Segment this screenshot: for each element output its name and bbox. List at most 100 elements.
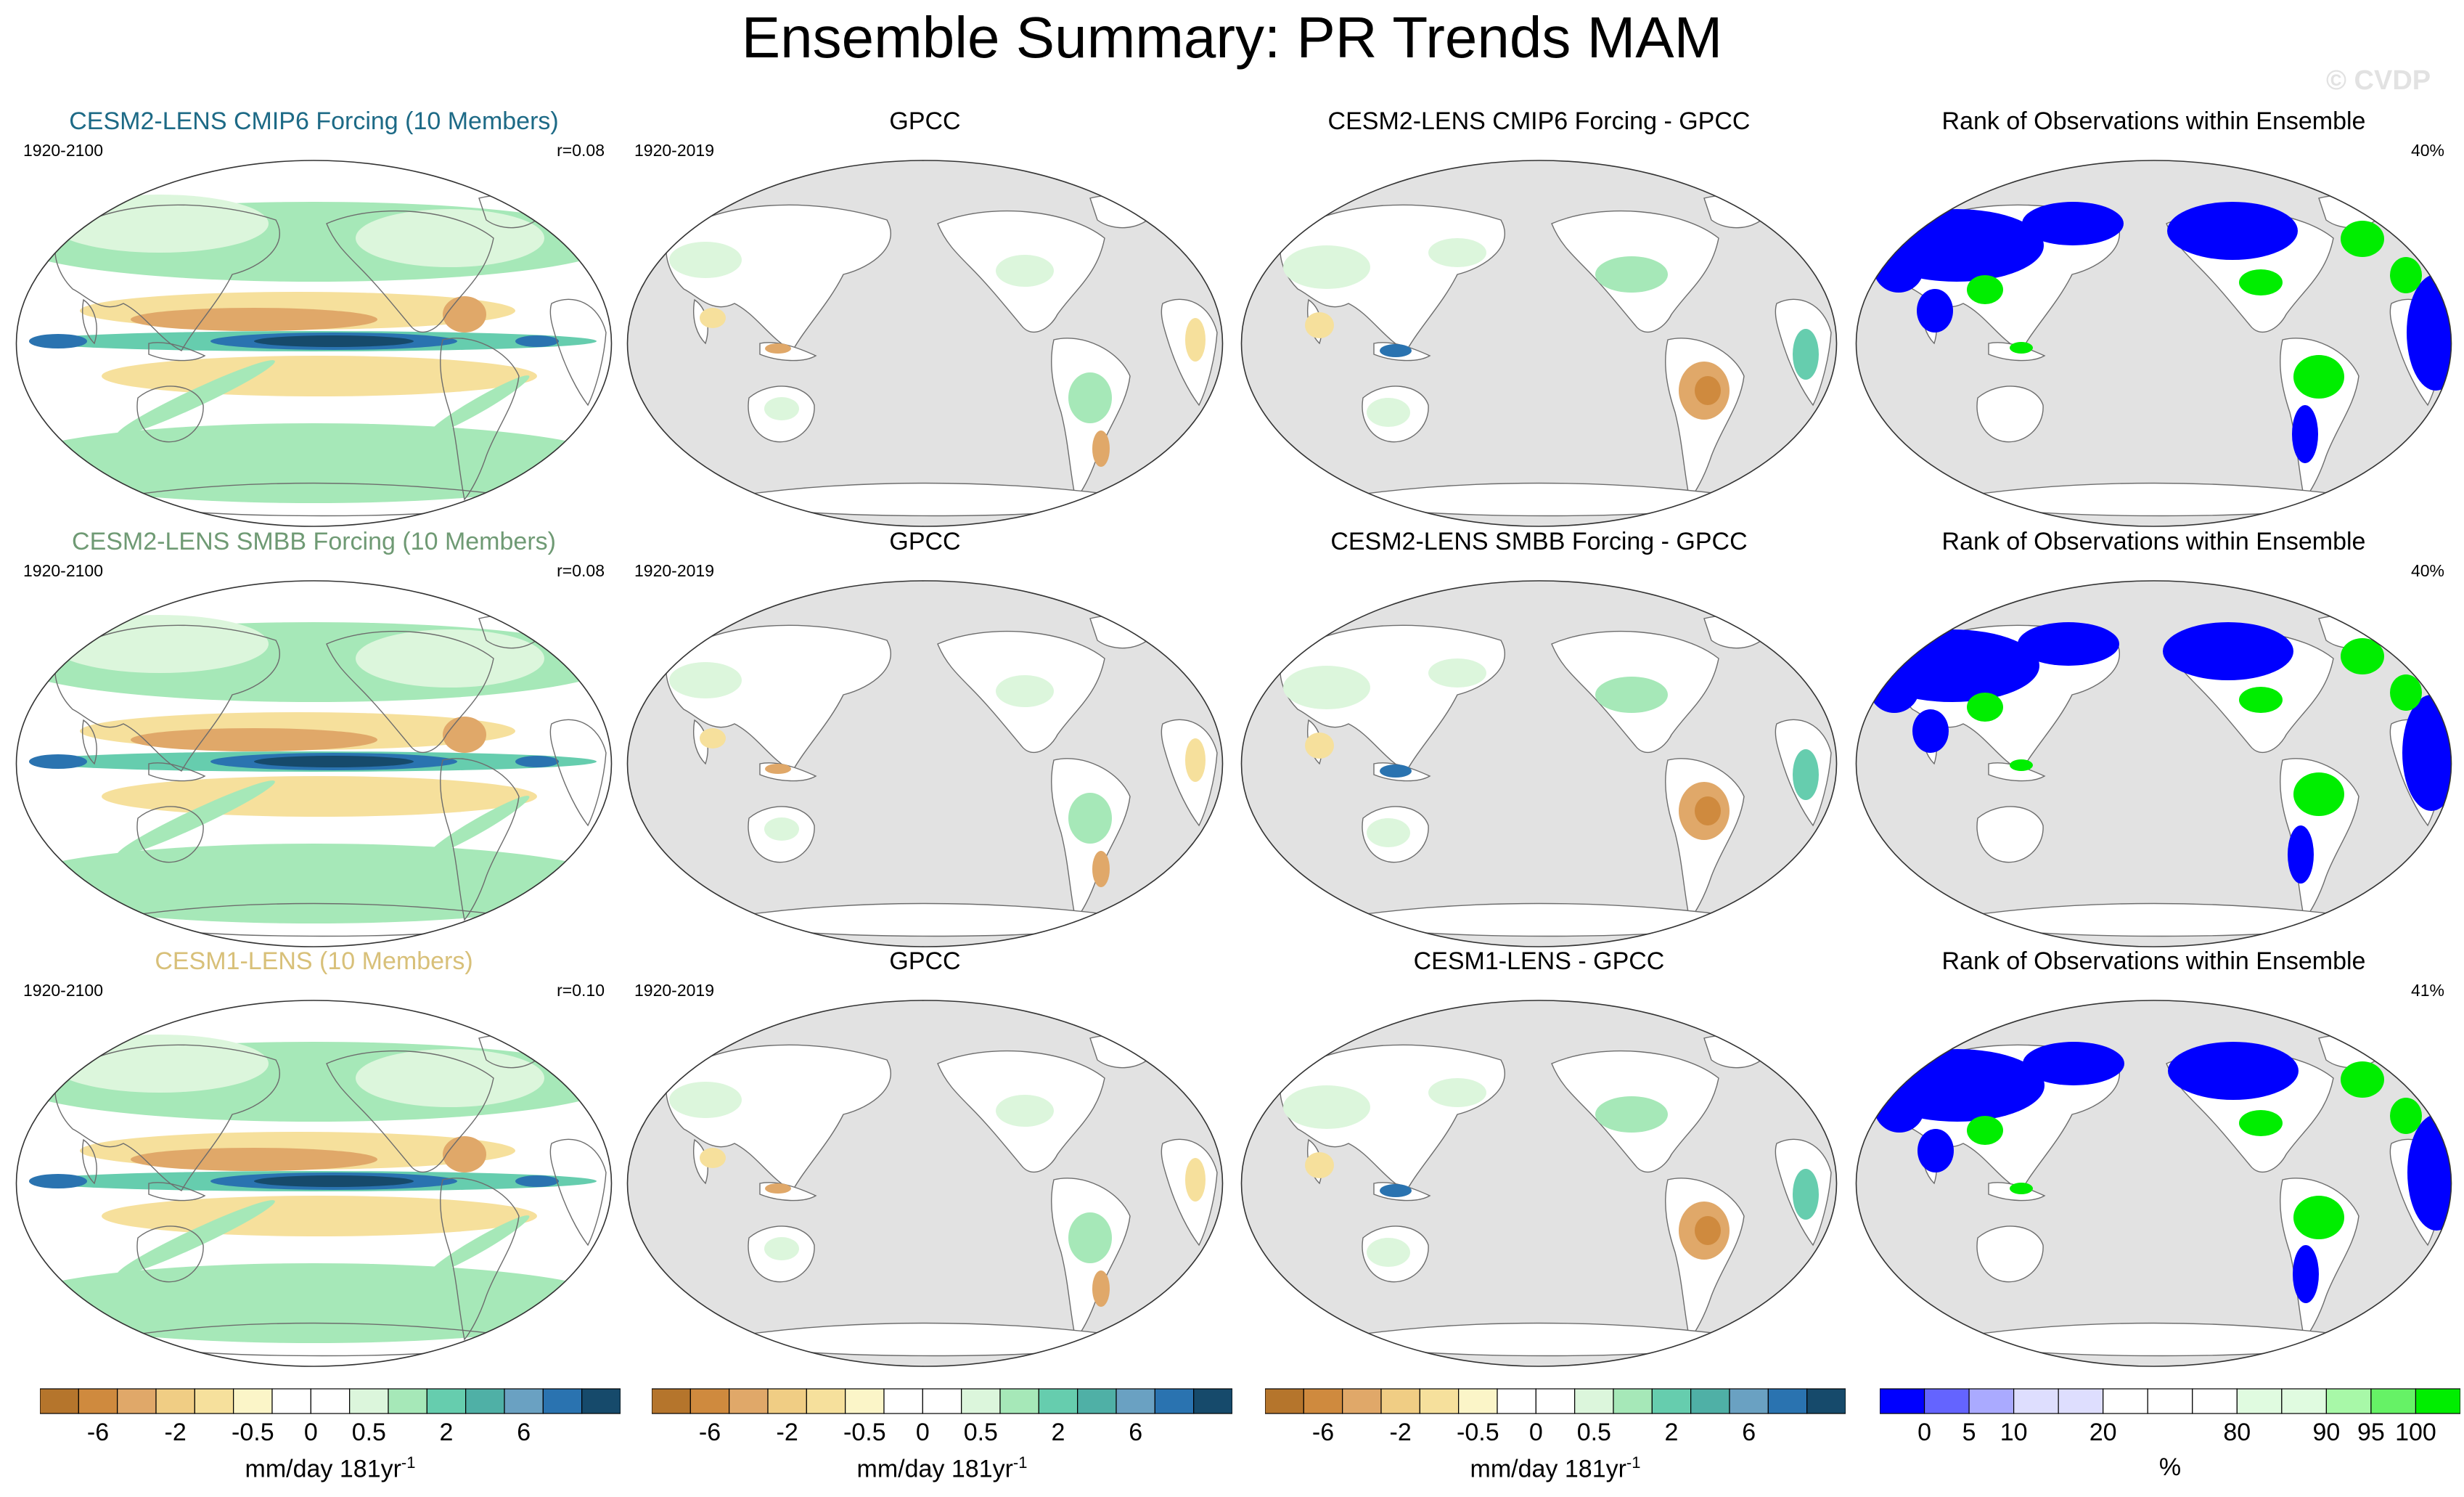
india-dry-signal xyxy=(700,728,726,748)
north-atlantic-wet xyxy=(356,209,544,267)
maritime-continent xyxy=(1988,762,2046,782)
colorbar-tick-label: 20 xyxy=(2089,1419,2117,1446)
pattern-correlation: r=0.08 xyxy=(557,141,605,160)
map-border xyxy=(1240,1000,1838,1367)
north-pacific-wet xyxy=(51,615,269,673)
north-atlantic-wet xyxy=(356,629,544,688)
colorbar-swatch xyxy=(2281,1388,2327,1414)
southern-wet-band xyxy=(16,844,612,923)
indian-ocean-wet xyxy=(29,1174,87,1188)
siberia-low-rank xyxy=(2018,622,2119,666)
maritime-high-rank xyxy=(2010,759,2033,771)
colorbar-swatch xyxy=(729,1388,769,1414)
map-border xyxy=(15,580,613,947)
india-outline xyxy=(82,298,97,345)
colorbar-rank: 0 5 10 20 80 90 95 100% xyxy=(1879,1388,2461,1490)
south-america-outline xyxy=(440,758,520,921)
colorbar-swatch xyxy=(767,1388,807,1414)
siberia-wet-signal xyxy=(1428,658,1486,688)
panel-diff-row3: CESM1-LENS - GPCC xyxy=(1232,947,1846,1376)
siberia-wet-signal xyxy=(1428,238,1486,267)
colorbar-swatch xyxy=(2147,1388,2193,1414)
south-america-wet-signal xyxy=(1068,1212,1112,1263)
north-america-outline xyxy=(326,210,494,333)
maritime-continent xyxy=(148,1182,206,1202)
colorbar-tick-label: 80 xyxy=(2223,1419,2251,1446)
north-atlantic-wet xyxy=(356,1049,544,1107)
europe-high-rank xyxy=(2390,257,2422,293)
time-period: 1920-2100 xyxy=(23,981,103,1000)
colorbar-swatch xyxy=(2370,1388,2417,1414)
tropical-atlantic-dry xyxy=(443,296,486,333)
us-high-rank xyxy=(2239,687,2283,713)
equatorial-pacific-core xyxy=(254,335,414,347)
panel-rank-row3: Rank of Observations within Ensemble 41% xyxy=(1847,947,2460,1376)
central-pacific-dry-north xyxy=(131,308,377,331)
greenland-high-rank xyxy=(2341,221,2384,257)
north-america-wet-signal xyxy=(1595,256,1668,293)
time-period: 1920-2019 xyxy=(634,141,714,160)
africa-wet-signal xyxy=(1793,749,1819,800)
panel-rank-row2: Rank of Observations within Ensemble 40% xyxy=(1847,528,2460,956)
maritime-dry-signal xyxy=(765,764,791,774)
colorbar-swatch xyxy=(2415,1388,2461,1414)
colorbar-swatch xyxy=(1303,1388,1343,1414)
panel-title: CESM1-LENS - GPCC xyxy=(1413,947,1665,975)
colorbar-swatch xyxy=(999,1388,1039,1414)
south-subtropic-dry xyxy=(102,1196,537,1236)
colorbar-swatch xyxy=(689,1388,730,1414)
maritime-wet-signal xyxy=(1380,764,1412,778)
map-border xyxy=(1240,160,1838,527)
asia-outline xyxy=(54,624,280,772)
time-period: 1920-2019 xyxy=(634,981,714,1000)
panel-obs-row2: GPCC 1920-2019 xyxy=(618,528,1232,956)
panel-rank-row1: Rank of Observations within Ensemble 40% xyxy=(1847,107,2460,536)
model-map xyxy=(15,580,613,947)
south-atlantic-wet xyxy=(428,1215,530,1275)
north-pacific-wet xyxy=(51,1035,269,1093)
colorbar-swatch xyxy=(581,1388,621,1414)
colorbar-tick-label: 0 xyxy=(303,1419,318,1446)
equatorial-pacific-core xyxy=(254,1175,414,1187)
south-america-low-rank xyxy=(2292,405,2318,463)
colorbar-swatch xyxy=(388,1388,427,1414)
asia-outline xyxy=(666,1044,891,1191)
obs-map xyxy=(626,160,1224,527)
asia-outline xyxy=(54,1044,280,1191)
colorbar-swatch xyxy=(271,1388,311,1414)
unit-label: mm/day 181yr xyxy=(856,1455,1013,1483)
spcz-wet xyxy=(117,780,275,856)
patagonia-dry-signal xyxy=(1092,1270,1110,1307)
unit-label: mm/day 181yr xyxy=(1470,1455,1626,1483)
colorbar-tick-label: 10 xyxy=(2000,1419,2028,1446)
colorbar-tick-label: 6 xyxy=(1129,1419,1143,1446)
map-border xyxy=(1855,580,2452,947)
india-dry-signal xyxy=(1305,733,1334,759)
africa-wet-signal xyxy=(1793,1169,1819,1220)
colorbar-swatch xyxy=(961,1388,1001,1414)
india-dry-signal xyxy=(1305,312,1334,338)
africa-outline xyxy=(549,1138,607,1247)
australia-outline xyxy=(1976,386,2044,443)
colorbar-swatch xyxy=(1264,1388,1304,1414)
rank-percentage: 40% xyxy=(2410,141,2444,160)
rank-map xyxy=(1855,580,2452,947)
colorbar-swatches xyxy=(651,1388,1233,1414)
maritime-dry-signal xyxy=(765,343,791,354)
obs-map xyxy=(626,1000,1224,1367)
panel-title: Rank of Observations within Ensemble xyxy=(1941,528,2366,555)
colorbar-swatch xyxy=(1535,1388,1576,1414)
colorbar-swatch xyxy=(310,1388,351,1414)
colorbar-swatch xyxy=(1806,1388,1846,1414)
asia-wet-signal xyxy=(669,242,742,278)
north-america-wet-signal xyxy=(996,255,1054,287)
southern-wet-band xyxy=(16,423,612,503)
colorbar-swatch xyxy=(1193,1388,1233,1414)
china-high-rank xyxy=(1967,275,2003,304)
colorbar-tick-label: -2 xyxy=(776,1419,798,1446)
colorbar-ticks: -6 -2 -0.5 0 0.5 2 6 xyxy=(40,1419,621,1455)
panel-title: CESM2-LENS CMIP6 Forcing (10 Members) xyxy=(69,107,559,135)
colorbar-swatch xyxy=(1342,1388,1382,1414)
colorbar-tick-label: 6 xyxy=(1742,1419,1756,1446)
patagonia-dry-signal xyxy=(1092,431,1110,467)
